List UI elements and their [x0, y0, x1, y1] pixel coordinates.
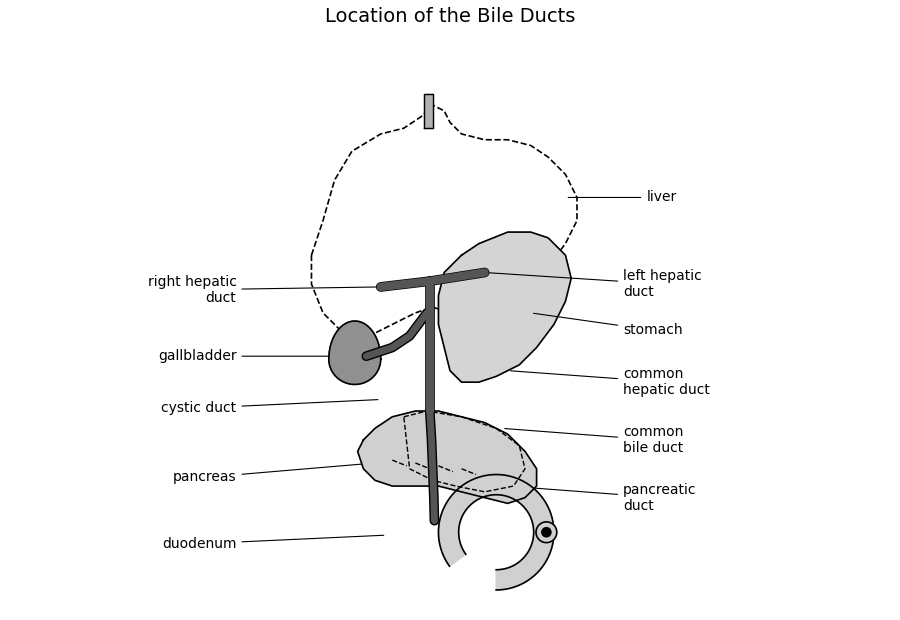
Circle shape	[536, 522, 557, 542]
Text: common
hepatic duct: common hepatic duct	[510, 367, 710, 397]
Text: common
bile duct: common bile duct	[505, 425, 683, 455]
Text: gallbladder: gallbladder	[158, 349, 361, 363]
Text: pancreatic
duct: pancreatic duct	[510, 482, 697, 513]
Text: cystic duct: cystic duct	[161, 400, 378, 415]
Text: left hepatic
duct: left hepatic duct	[488, 269, 702, 299]
Title: Location of the Bile Ducts: Location of the Bile Ducts	[325, 7, 575, 26]
Text: pancreas: pancreas	[173, 463, 373, 484]
Circle shape	[542, 528, 551, 537]
Text: duodenum: duodenum	[162, 535, 383, 551]
Polygon shape	[438, 232, 572, 382]
Text: stomach: stomach	[534, 313, 683, 337]
Polygon shape	[357, 411, 536, 503]
Text: liver: liver	[568, 190, 677, 205]
Polygon shape	[311, 105, 577, 336]
Polygon shape	[438, 474, 554, 590]
Polygon shape	[424, 94, 433, 128]
Polygon shape	[328, 321, 381, 384]
Text: right hepatic
duct: right hepatic duct	[148, 275, 378, 305]
